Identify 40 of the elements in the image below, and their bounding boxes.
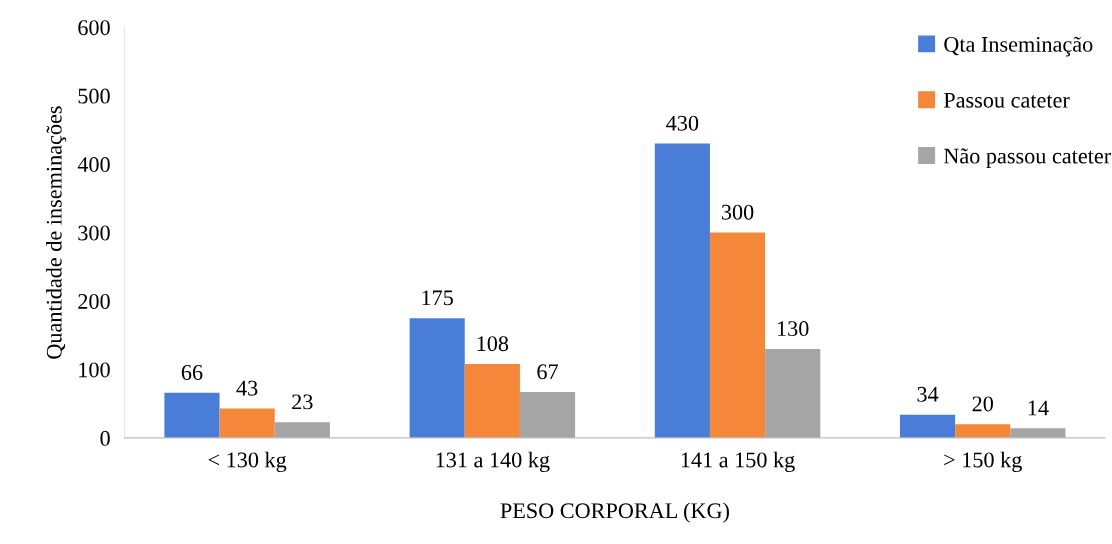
legend-label: Passou cateter: [943, 92, 1070, 108]
bar: [1010, 428, 1066, 438]
legend-label: Qta Inseminação: [944, 36, 1093, 57]
x-tick-label: 131 a 140 kg: [436, 451, 550, 473]
bar: [164, 392, 220, 438]
bar: [274, 422, 330, 438]
y-tick-label: 300: [78, 225, 110, 241]
data-label: 300: [721, 204, 754, 220]
y-tick-label: 400: [77, 157, 110, 173]
data-label: 67: [537, 364, 558, 380]
bar: [519, 392, 576, 438]
bar: [765, 348, 821, 438]
bar: [464, 363, 520, 438]
data-label: 43: [236, 380, 258, 396]
data-label: 430: [666, 115, 699, 131]
bar: [219, 408, 275, 438]
bar: [709, 232, 766, 438]
data-label: 175: [422, 290, 453, 306]
y-tick-label: 100: [79, 362, 110, 378]
x-tick-label: > 150 kg: [944, 451, 1022, 473]
y-tick-label: 500: [78, 88, 110, 104]
y-tick-label: 200: [78, 293, 110, 309]
bar: [955, 424, 1011, 438]
data-label: 20: [972, 396, 993, 412]
data-label: 66: [181, 364, 203, 380]
x-tick-label: < 130 kg: [208, 451, 287, 473]
data-label: 130: [777, 321, 809, 337]
data-label: 14: [1028, 400, 1049, 416]
data-label: 108: [477, 336, 509, 352]
bar: [409, 318, 465, 438]
y-axis-title: Quantidade de inseminações: [46, 106, 67, 359]
legend-label: Não passou cateter: [943, 148, 1111, 169]
y-tick-label: 600: [78, 20, 110, 36]
x-tick-label: 141 a 150 kg: [681, 451, 795, 473]
x-axis-title: PESO CORPORAL (KG): [500, 502, 729, 523]
bar: [654, 143, 710, 438]
data-label: 34: [917, 386, 939, 402]
data-label: 23: [292, 394, 313, 410]
bar: [899, 414, 956, 438]
y-tick-label: 0: [100, 430, 110, 446]
